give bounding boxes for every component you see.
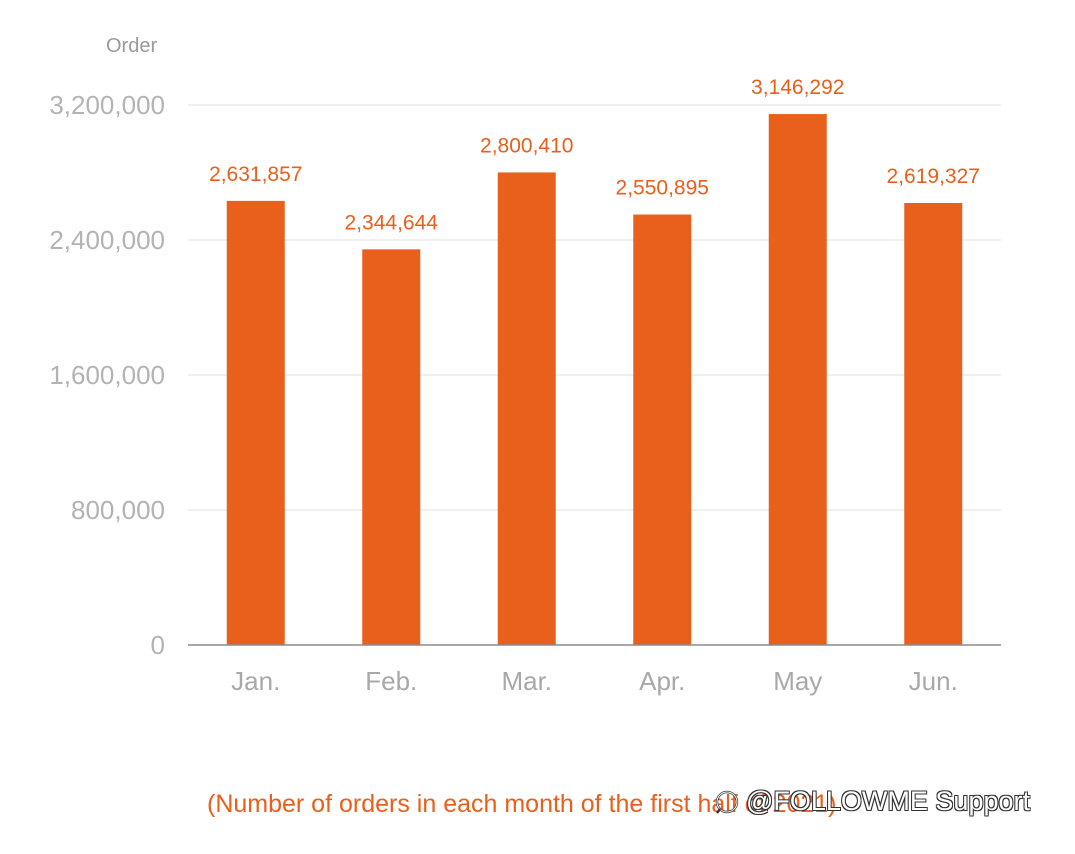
- x-tick-label: May: [773, 666, 822, 696]
- bar: [226, 200, 285, 645]
- x-tick-label: Apr.: [639, 666, 685, 696]
- x-axis-ticks: Jan. Feb. Mar. Apr. May Jun.: [231, 666, 958, 696]
- y-axis-ticks: 0 800,000 1,600,000 2,400,000 3,200,000: [49, 90, 165, 660]
- y-tick-label: 800,000: [71, 495, 165, 525]
- y-axis-label: Order: [106, 35, 157, 57]
- data-label: 2,550,895: [616, 177, 709, 200]
- gridlines: [188, 104, 1001, 511]
- bar: [904, 202, 963, 645]
- data-label: 2,619,327: [887, 165, 980, 188]
- y-tick-label: 0: [151, 630, 165, 660]
- x-tick-label: Jan.: [231, 666, 280, 696]
- watermark-text: @FOLLOWME Support: [746, 786, 1030, 816]
- bar: [768, 114, 827, 645]
- x-tick-label: Mar.: [501, 666, 552, 696]
- data-label: 2,344,644: [345, 211, 439, 234]
- x-tick-label: Jun.: [909, 666, 958, 696]
- bar: [362, 249, 421, 646]
- data-label: 3,146,292: [751, 76, 844, 99]
- y-tick-label: 1,600,000: [49, 360, 165, 390]
- bars: [226, 114, 963, 646]
- watermark: @FOLLOWME Support: [714, 786, 1030, 817]
- y-tick-label: 2,400,000: [49, 225, 165, 255]
- data-label: 2,631,857: [209, 163, 302, 186]
- bar: [497, 172, 556, 645]
- x-tick-label: Feb.: [365, 666, 417, 696]
- data-labels: 2,631,857 2,344,644 2,800,410 2,550,895 3,14…: [209, 76, 980, 234]
- chart-caption: (Number of orders in each month of the f…: [207, 790, 837, 818]
- data-label: 2,800,410: [480, 134, 573, 157]
- y-tick-label: 3,200,000: [49, 90, 165, 120]
- bar: [633, 214, 692, 645]
- zhihu-logo-icon: [715, 790, 739, 814]
